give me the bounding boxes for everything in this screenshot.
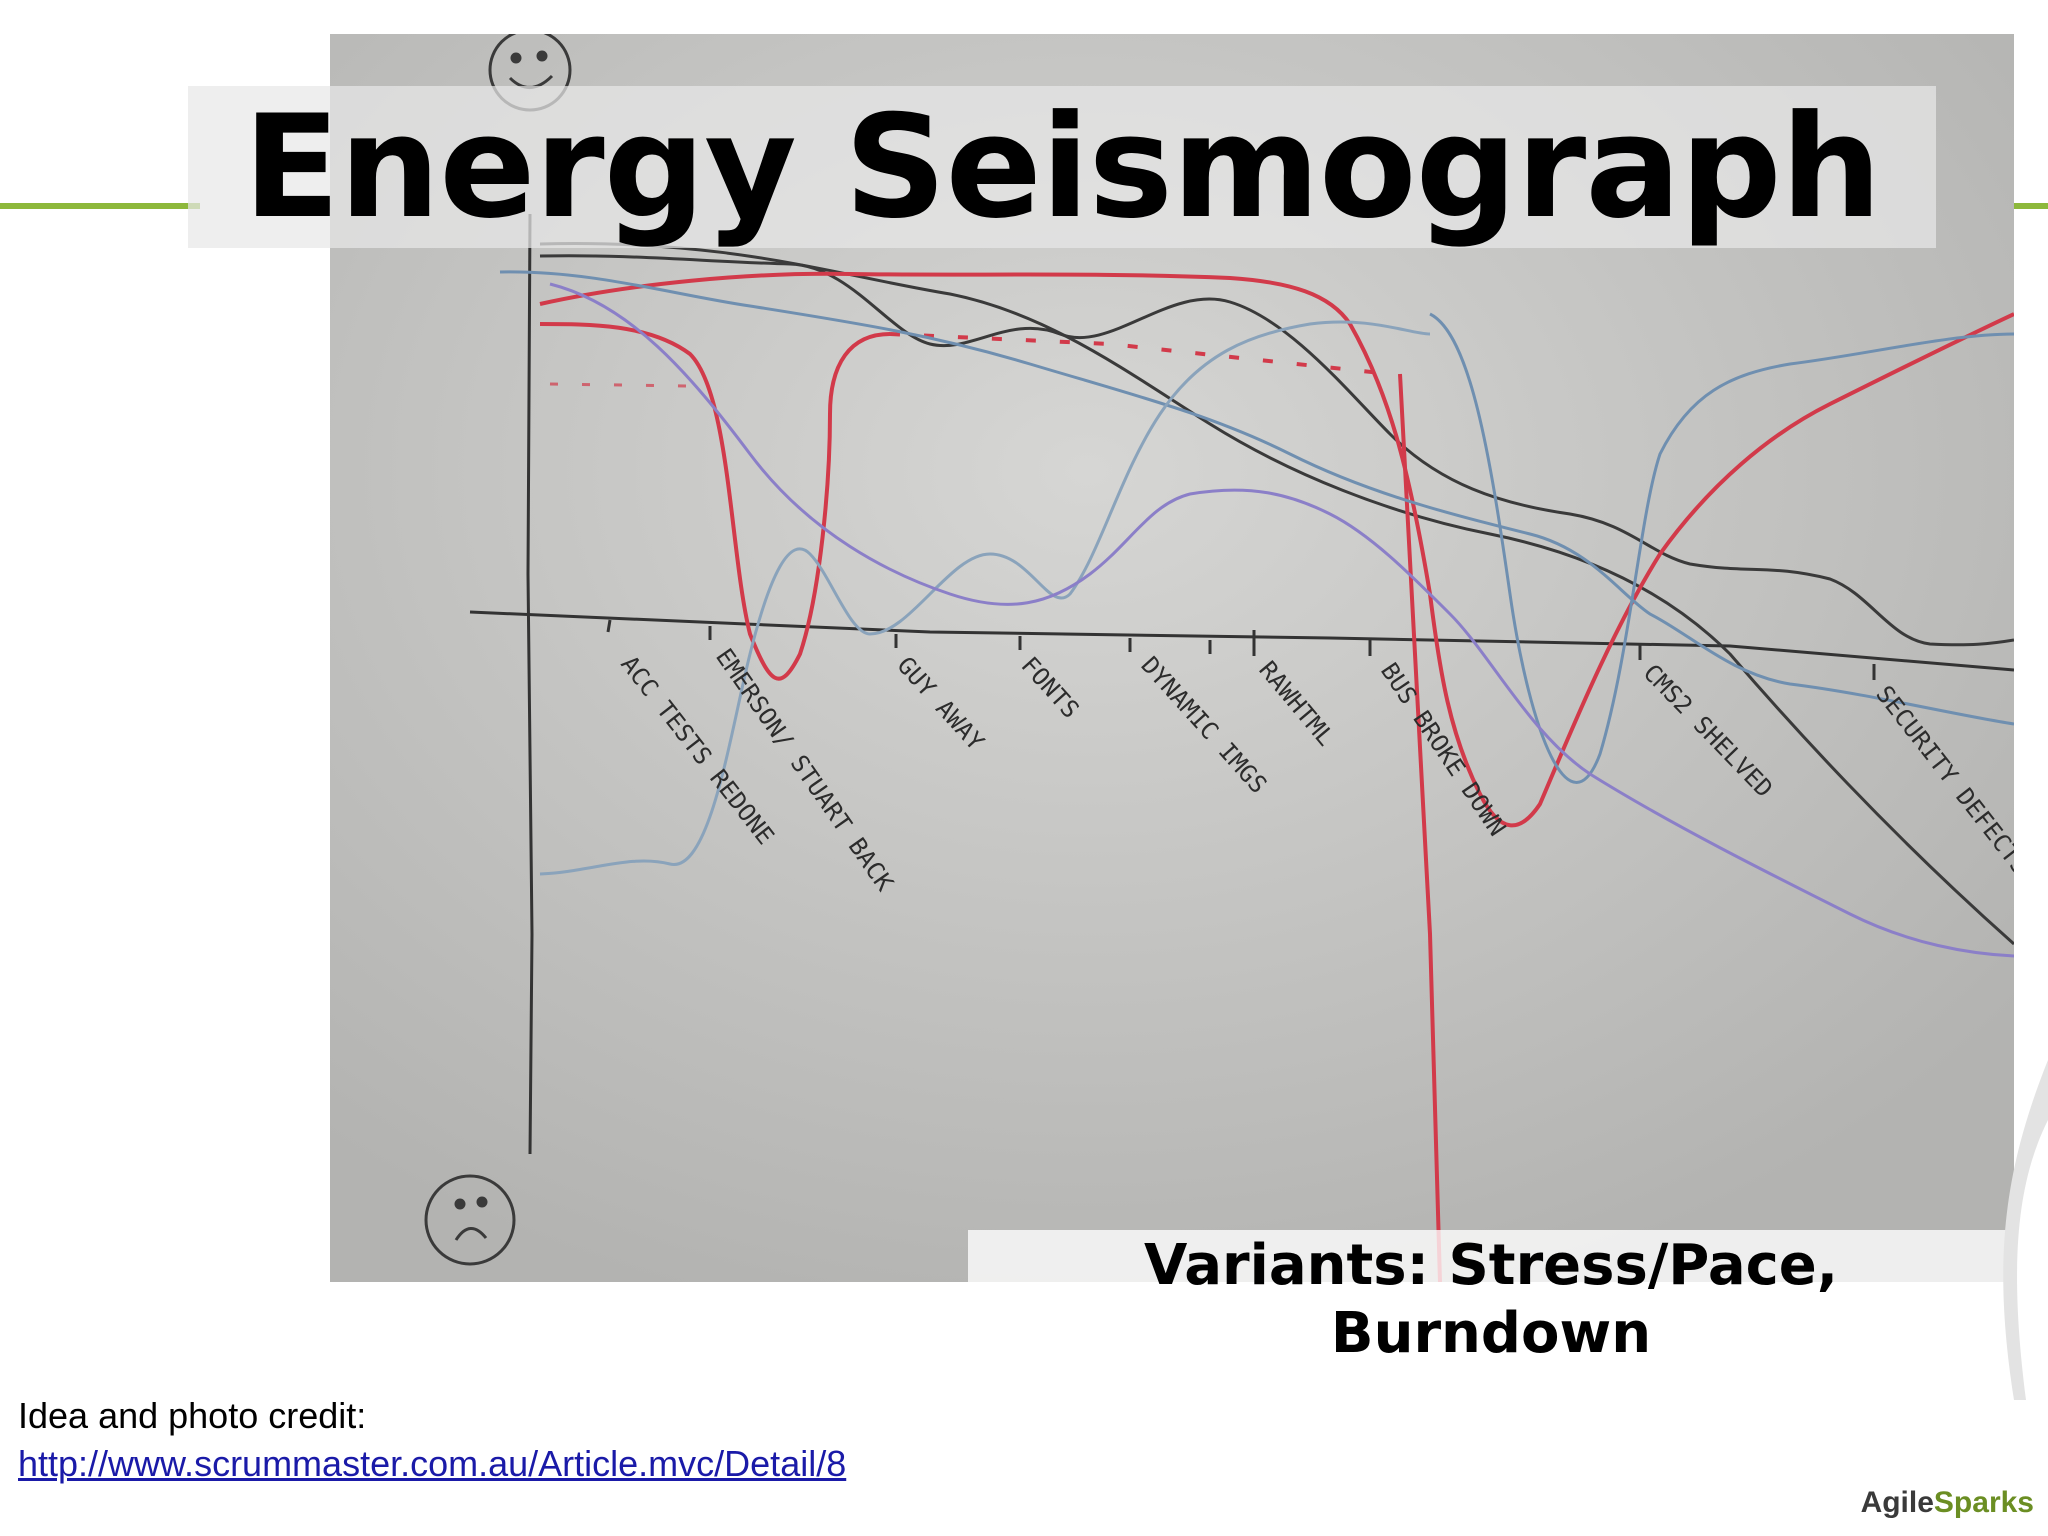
logo-text-agile: Agile	[1860, 1486, 1934, 1519]
caption-line-1: Variants: Stress/Pace,	[1143, 1233, 1839, 1298]
caption-line-2: Burndown	[1330, 1301, 1652, 1366]
agilesparks-logo: AgileSparks	[1861, 1486, 2034, 1520]
accent-line-left	[0, 203, 200, 209]
title-band	[188, 86, 1936, 248]
decorative-swoosh	[2003, 1060, 2048, 1400]
credit-label: Idea and photo credit:	[18, 1395, 367, 1436]
red-dashed-line	[889, 332, 1391, 376]
red-dashed-line-early	[549, 382, 691, 388]
slide-caption: Variants: Stress/Pace, Burndown	[968, 1232, 2014, 1368]
red-energy-line	[539, 271, 2014, 828]
photo-credit: Idea and photo credit: http://www.scrumm…	[18, 1392, 846, 1488]
caption-band	[968, 1230, 2014, 1382]
blue-energy-line	[499, 270, 2014, 726]
accent-line-right	[2010, 203, 2048, 209]
dark-energy-line	[539, 254, 2014, 647]
logo-text-sparks: Sparks	[1933, 1486, 2034, 1519]
credit-link[interactable]: http://www.scrummaster.com.au/Article.mv…	[18, 1443, 847, 1484]
dark-burndown-line	[539, 242, 2014, 946]
blue-low-line	[539, 320, 1431, 876]
slide-title: Energy Seismograph	[243, 84, 1882, 250]
blue-spike-line	[1429, 312, 2014, 784]
chart-axes	[469, 213, 2014, 1155]
sad-face-icon	[424, 1174, 516, 1266]
red-dip-line	[539, 322, 891, 681]
violet-energy-line	[549, 282, 2014, 958]
red-drop-line	[1398, 373, 1442, 1282]
